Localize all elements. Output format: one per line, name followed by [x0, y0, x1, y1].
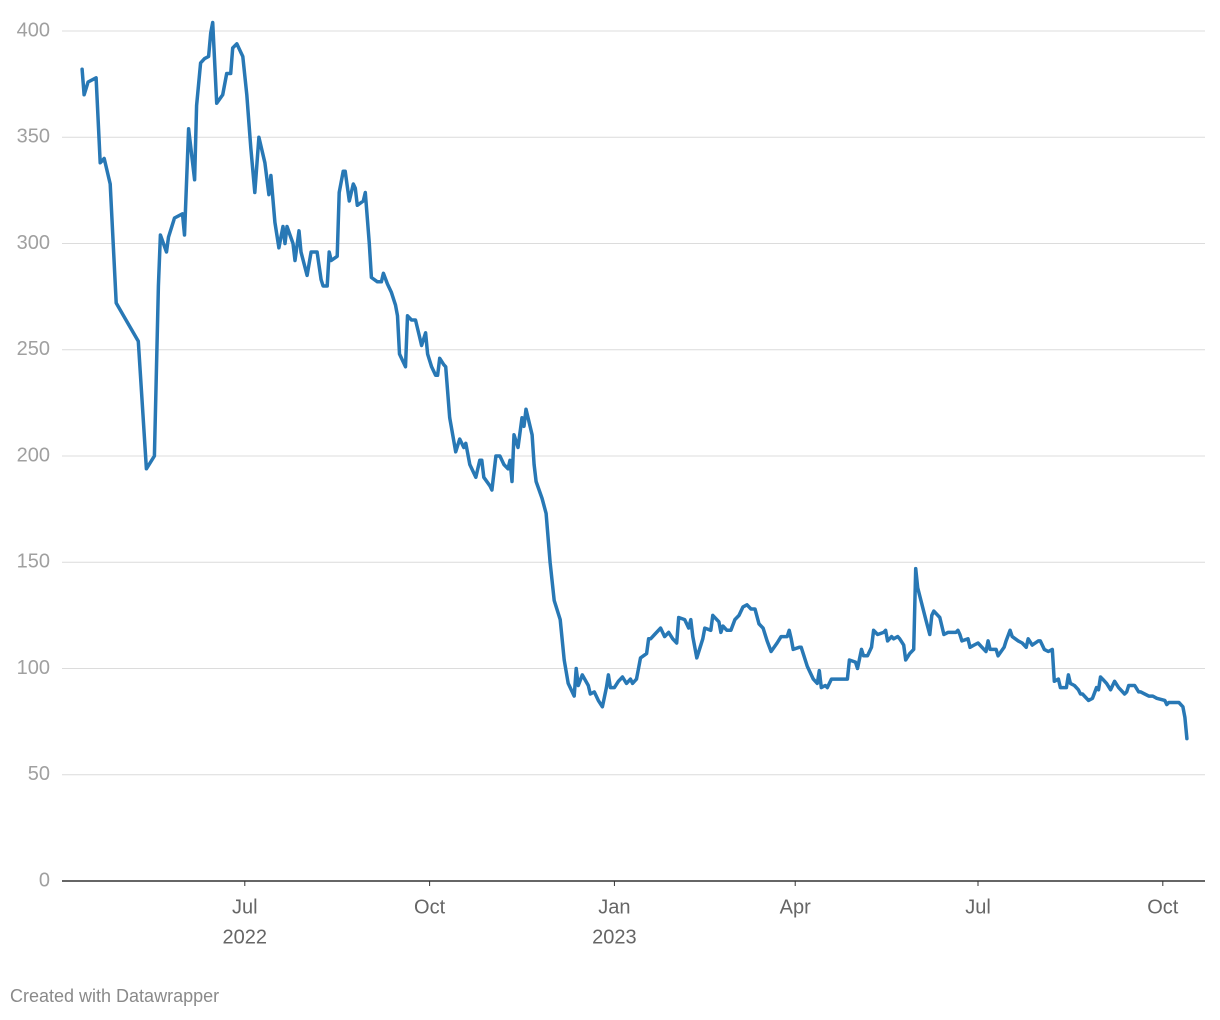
x-tick-label: Jan — [598, 896, 630, 918]
x-tick-year: 2023 — [592, 926, 637, 948]
x-tick-label: Apr — [780, 896, 811, 918]
credit: Created with Datawrapper — [10, 986, 219, 1006]
y-tick-label: 100 — [17, 657, 50, 679]
x-tick-label: Oct — [414, 896, 446, 918]
y-tick-label: 350 — [17, 126, 50, 148]
y-tick-label: 0 — [39, 869, 50, 891]
y-tick-label: 200 — [17, 444, 50, 466]
x-tick-year: 2022 — [223, 926, 268, 948]
x-tick-label: Oct — [1147, 896, 1179, 918]
y-tick-label: 250 — [17, 338, 50, 360]
y-tick-label: 400 — [17, 19, 50, 41]
y-tick-label: 300 — [17, 232, 50, 254]
x-tick-label: Jul — [965, 896, 991, 918]
data-line — [80, 20, 1189, 741]
y-tick-label: 150 — [17, 551, 50, 573]
y-tick-label: 50 — [28, 763, 50, 785]
x-tick-label: Jul — [232, 896, 258, 918]
